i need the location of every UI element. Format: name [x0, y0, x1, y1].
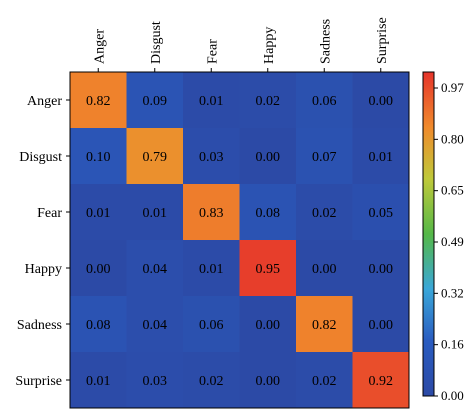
- cell-surprise-happy: [239, 352, 297, 409]
- y-tick-label-fear: Fear: [37, 206, 62, 221]
- cell-value-happy-sadness: 0.00: [312, 262, 337, 277]
- cell-value-fear-happy: 0.08: [256, 206, 281, 221]
- cell-sadness-happy: [239, 296, 297, 353]
- cell-anger-sadness: [296, 72, 353, 129]
- x-tick-label-happy: Happy: [262, 27, 277, 64]
- cell-value-anger-sadness: 0.06: [312, 94, 337, 109]
- cell-sadness-fear: [183, 296, 240, 353]
- cell-value-sadness-anger: 0.08: [86, 318, 111, 333]
- cell-fear-sadness: [296, 184, 353, 241]
- colorbar-tick-label: 0.80: [441, 131, 464, 146]
- cell-anger-anger: [70, 72, 127, 129]
- cell-disgust-fear: [183, 128, 240, 185]
- colorbar-tick-label: 0.65: [441, 183, 464, 198]
- cell-happy-sadness: [296, 240, 353, 297]
- cell-disgust-happy: [239, 128, 297, 185]
- cell-value-surprise-surprise: 0.92: [369, 374, 394, 389]
- cell-anger-surprise: [352, 72, 410, 129]
- cell-value-happy-surprise: 0.00: [369, 262, 394, 277]
- cell-fear-happy: [239, 184, 297, 241]
- cell-value-disgust-disgust: 0.79: [143, 150, 168, 165]
- y-tick-labels: Anger Disgust Fear Happy Sadness Surprise: [15, 94, 70, 389]
- x-tick-label-surprise: Surprise: [375, 17, 390, 64]
- cell-value-happy-anger: 0.00: [86, 262, 111, 277]
- cell-happy-surprise: [352, 240, 410, 297]
- x-tick-labels: Anger Disgust Fear Happy Sadness Surprise: [92, 17, 390, 72]
- cell-value-anger-happy: 0.02: [256, 94, 281, 109]
- cell-disgust-anger: [70, 128, 127, 185]
- colorbar-ticks: 0.97 0.80 0.65 0.49 0.32 0.16 0.00: [434, 80, 464, 403]
- y-tick-label-surprise: Surprise: [15, 374, 62, 389]
- colorbar-tick-label: 0.97: [441, 80, 464, 95]
- cell-value-sadness-fear: 0.06: [199, 318, 224, 333]
- cell-surprise-fear: [183, 352, 240, 409]
- cell-anger-fear: [183, 72, 240, 129]
- cell-fear-disgust: [126, 184, 184, 241]
- colorbar-tick-label: 0.32: [441, 285, 464, 300]
- heatmap-frame: [69, 71, 410, 409]
- y-tick-label-anger: Anger: [27, 94, 62, 109]
- cell-value-disgust-fear: 0.03: [199, 150, 224, 165]
- x-tick-label-sadness: Sadness: [318, 19, 333, 64]
- cell-happy-happy: [239, 240, 297, 297]
- cell-value-fear-disgust: 0.01: [143, 206, 168, 221]
- cell-value-disgust-anger: 0.10: [86, 150, 111, 165]
- heatmap-cells: 0.82 0.09 0.01 0.02 0.06 0.00 0.10 0.79 0.03 0.00…: [70, 72, 410, 409]
- cell-value-surprise-anger: 0.01: [86, 374, 111, 389]
- y-tick-label-happy: Happy: [25, 262, 62, 277]
- cell-value-surprise-fear: 0.02: [199, 374, 224, 389]
- cell-value-happy-happy: 0.95: [256, 262, 281, 277]
- cell-fear-anger: [70, 184, 127, 241]
- cell-disgust-sadness: [296, 128, 353, 185]
- cell-value-happy-disgust: 0.04: [143, 262, 168, 277]
- cell-value-anger-anger: 0.82: [86, 94, 111, 109]
- colorbar-frame: [422, 71, 435, 397]
- cell-sadness-sadness: [296, 296, 353, 353]
- cell-value-sadness-happy: 0.00: [256, 318, 281, 333]
- cell-anger-disgust: [126, 72, 184, 129]
- cell-happy-fear: [183, 240, 240, 297]
- cell-value-anger-disgust: 0.09: [143, 94, 168, 109]
- cell-value-fear-anger: 0.01: [86, 206, 111, 221]
- cell-value-fear-surprise: 0.05: [369, 206, 394, 221]
- colorbar-tick-label: 0.16: [441, 337, 464, 352]
- y-tick-label-disgust: Disgust: [19, 150, 62, 165]
- cell-value-surprise-sadness: 0.02: [312, 374, 337, 389]
- cell-happy-disgust: [126, 240, 184, 297]
- cell-anger-happy: [239, 72, 297, 129]
- cell-disgust-disgust: [126, 128, 184, 185]
- cell-sadness-anger: [70, 296, 127, 353]
- cell-value-sadness-disgust: 0.04: [143, 318, 168, 333]
- y-tick-label-sadness: Sadness: [17, 318, 62, 333]
- cell-value-sadness-sadness: 0.82: [312, 318, 337, 333]
- cell-surprise-anger: [70, 352, 127, 409]
- cell-surprise-disgust: [126, 352, 184, 409]
- cell-value-fear-sadness: 0.02: [312, 206, 337, 221]
- cell-value-sadness-surprise: 0.00: [369, 318, 394, 333]
- cell-value-anger-fear: 0.01: [199, 94, 224, 109]
- cell-value-disgust-surprise: 0.01: [369, 150, 394, 165]
- colorbar-tick-label: 0.00: [441, 388, 464, 403]
- cell-sadness-disgust: [126, 296, 184, 353]
- cell-value-surprise-happy: 0.00: [256, 374, 281, 389]
- x-tick-label-anger: Anger: [92, 29, 107, 64]
- x-tick-label-disgust: Disgust: [149, 21, 164, 64]
- cell-value-surprise-disgust: 0.03: [143, 374, 168, 389]
- cell-value-anger-surprise: 0.00: [369, 94, 394, 109]
- cell-fear-fear: [183, 184, 240, 241]
- cell-sadness-surprise: [352, 296, 410, 353]
- cell-value-disgust-happy: 0.00: [256, 150, 281, 165]
- colorbar: [423, 72, 434, 396]
- cell-happy-anger: [70, 240, 127, 297]
- cell-surprise-surprise: [352, 352, 410, 409]
- cell-value-fear-fear: 0.83: [199, 206, 224, 221]
- cell-value-disgust-sadness: 0.07: [312, 150, 337, 165]
- cell-disgust-surprise: [352, 128, 410, 185]
- cell-value-happy-fear: 0.01: [199, 262, 224, 277]
- cell-fear-surprise: [352, 184, 410, 241]
- x-tick-label-fear: Fear: [205, 39, 220, 64]
- cell-surprise-sadness: [296, 352, 353, 409]
- colorbar-tick-label: 0.49: [441, 234, 464, 249]
